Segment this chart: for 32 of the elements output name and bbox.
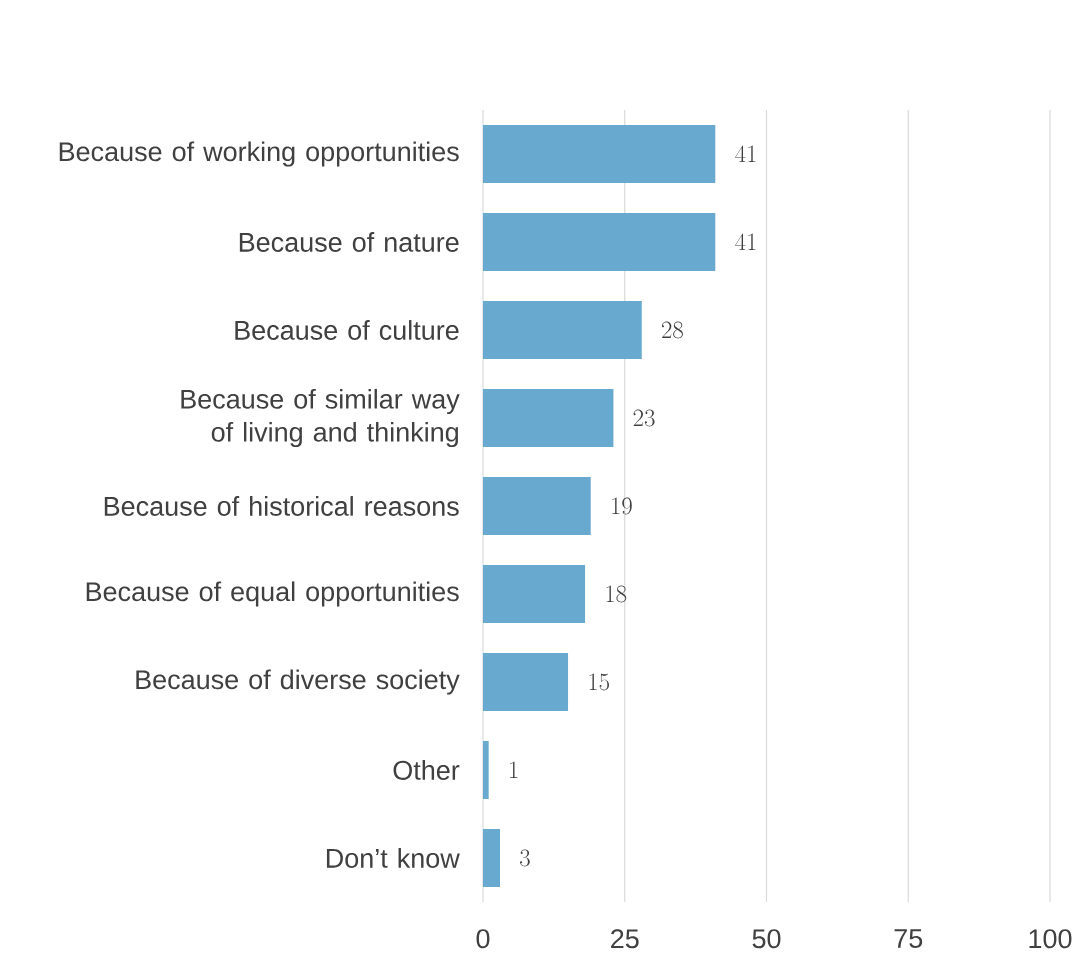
bar (483, 389, 614, 447)
y-tick-label: Because of similar way of living and thinking (181, 388, 460, 448)
bar (483, 125, 716, 184)
data-label: 19 (612, 497, 632, 515)
data-label: 23 (633, 409, 655, 427)
data-label: 15 (589, 673, 610, 691)
y-tick-label: Because of equal opportunities (86, 581, 459, 607)
data-label: 1 (510, 761, 518, 779)
data-label: 41 (735, 145, 756, 163)
x-tick-label: 0 (476, 929, 490, 949)
bar (483, 301, 642, 359)
y-tick-label: Because of culture (235, 320, 459, 340)
x-tick-label: 75 (894, 929, 923, 949)
y-tick-label: Because of nature (239, 232, 459, 252)
x-tick-label: 25 (611, 929, 639, 949)
y-tick-label: Other (393, 760, 460, 780)
y-tick-label: Because of diverse society (136, 669, 460, 695)
y-tick-label: Don’t know (326, 848, 460, 868)
bar (483, 477, 591, 535)
x-tick-label: 50 (752, 929, 781, 949)
bar (483, 565, 586, 623)
bar (483, 829, 501, 887)
bar (483, 653, 569, 711)
y-tick-label: Because of historical reasons (104, 496, 459, 516)
data-label: 3 (520, 849, 530, 867)
data-label: 18 (606, 585, 627, 603)
bar (483, 213, 716, 271)
bar (483, 741, 489, 799)
x-tick-label: 100 (1029, 929, 1072, 949)
y-tick-label: Because of working opportunities (59, 141, 459, 167)
data-label: 28 (661, 321, 683, 339)
data-label: 41 (735, 233, 756, 251)
